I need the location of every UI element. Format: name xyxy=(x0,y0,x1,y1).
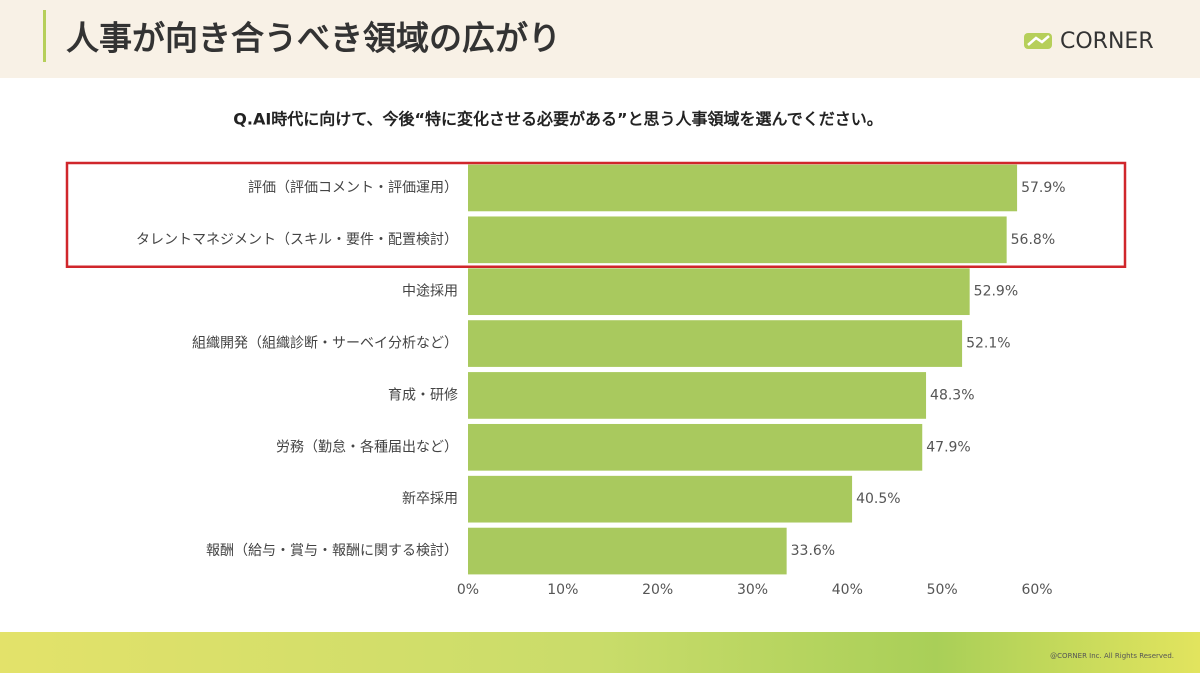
x-tick-label: 40% xyxy=(832,582,863,598)
y-tick-label: タレントマネジメント（スキル・要件・配置検討） xyxy=(136,232,458,248)
value-label: 47.9% xyxy=(926,439,970,455)
copyright: @CORNER Inc. All Rights Reserved. xyxy=(1050,652,1174,660)
bar xyxy=(468,216,1007,264)
bar xyxy=(468,423,923,471)
y-tick-label: 中途採用 xyxy=(402,283,458,300)
value-label: 40.5% xyxy=(856,491,900,507)
bar xyxy=(468,164,1018,212)
value-label: 48.3% xyxy=(930,387,974,403)
footer-band xyxy=(0,632,1200,673)
value-label: 57.9% xyxy=(1021,180,1065,196)
value-label: 56.8% xyxy=(1011,232,1055,248)
y-tick-label: 組織開発（組織診断・サーベイ分析など） xyxy=(192,336,458,352)
x-tick-label: 10% xyxy=(547,582,578,598)
header-accent xyxy=(43,10,46,62)
logo-text: CORNER xyxy=(1060,29,1154,54)
bar xyxy=(468,268,970,316)
x-tick-label: 20% xyxy=(642,582,673,598)
bar xyxy=(468,372,927,419)
y-tick-label: 評価（評価コメント・評価運用） xyxy=(248,180,458,196)
x-tick-label: 50% xyxy=(927,582,958,598)
logo-icon xyxy=(1024,33,1052,49)
value-label: 52.9% xyxy=(974,284,1018,300)
bar xyxy=(468,320,963,367)
chart-title: Q.AI時代に向けて、今後“特に変化させる必要がある”と思う人事領域を選んでくだ… xyxy=(233,110,882,129)
y-tick-label: 労務（勤怠・各種届出など） xyxy=(276,439,458,455)
bar xyxy=(468,527,787,575)
value-label: 52.1% xyxy=(966,336,1010,352)
header-title: 人事が向き合うべき領域の広がり xyxy=(66,19,561,58)
value-label: 33.6% xyxy=(791,543,835,559)
header-band xyxy=(0,0,1200,78)
x-tick-label: 30% xyxy=(737,582,768,598)
y-tick-label: 新卒採用 xyxy=(402,491,458,507)
x-tick-label: 0% xyxy=(457,582,479,598)
bar xyxy=(468,475,853,523)
x-tick-label: 60% xyxy=(1021,582,1052,598)
y-tick-label: 報酬（給与・賞与・報酬に関する検討） xyxy=(206,543,458,559)
y-tick-label: 育成・研修 xyxy=(388,387,458,403)
highlight-box xyxy=(65,161,1127,268)
